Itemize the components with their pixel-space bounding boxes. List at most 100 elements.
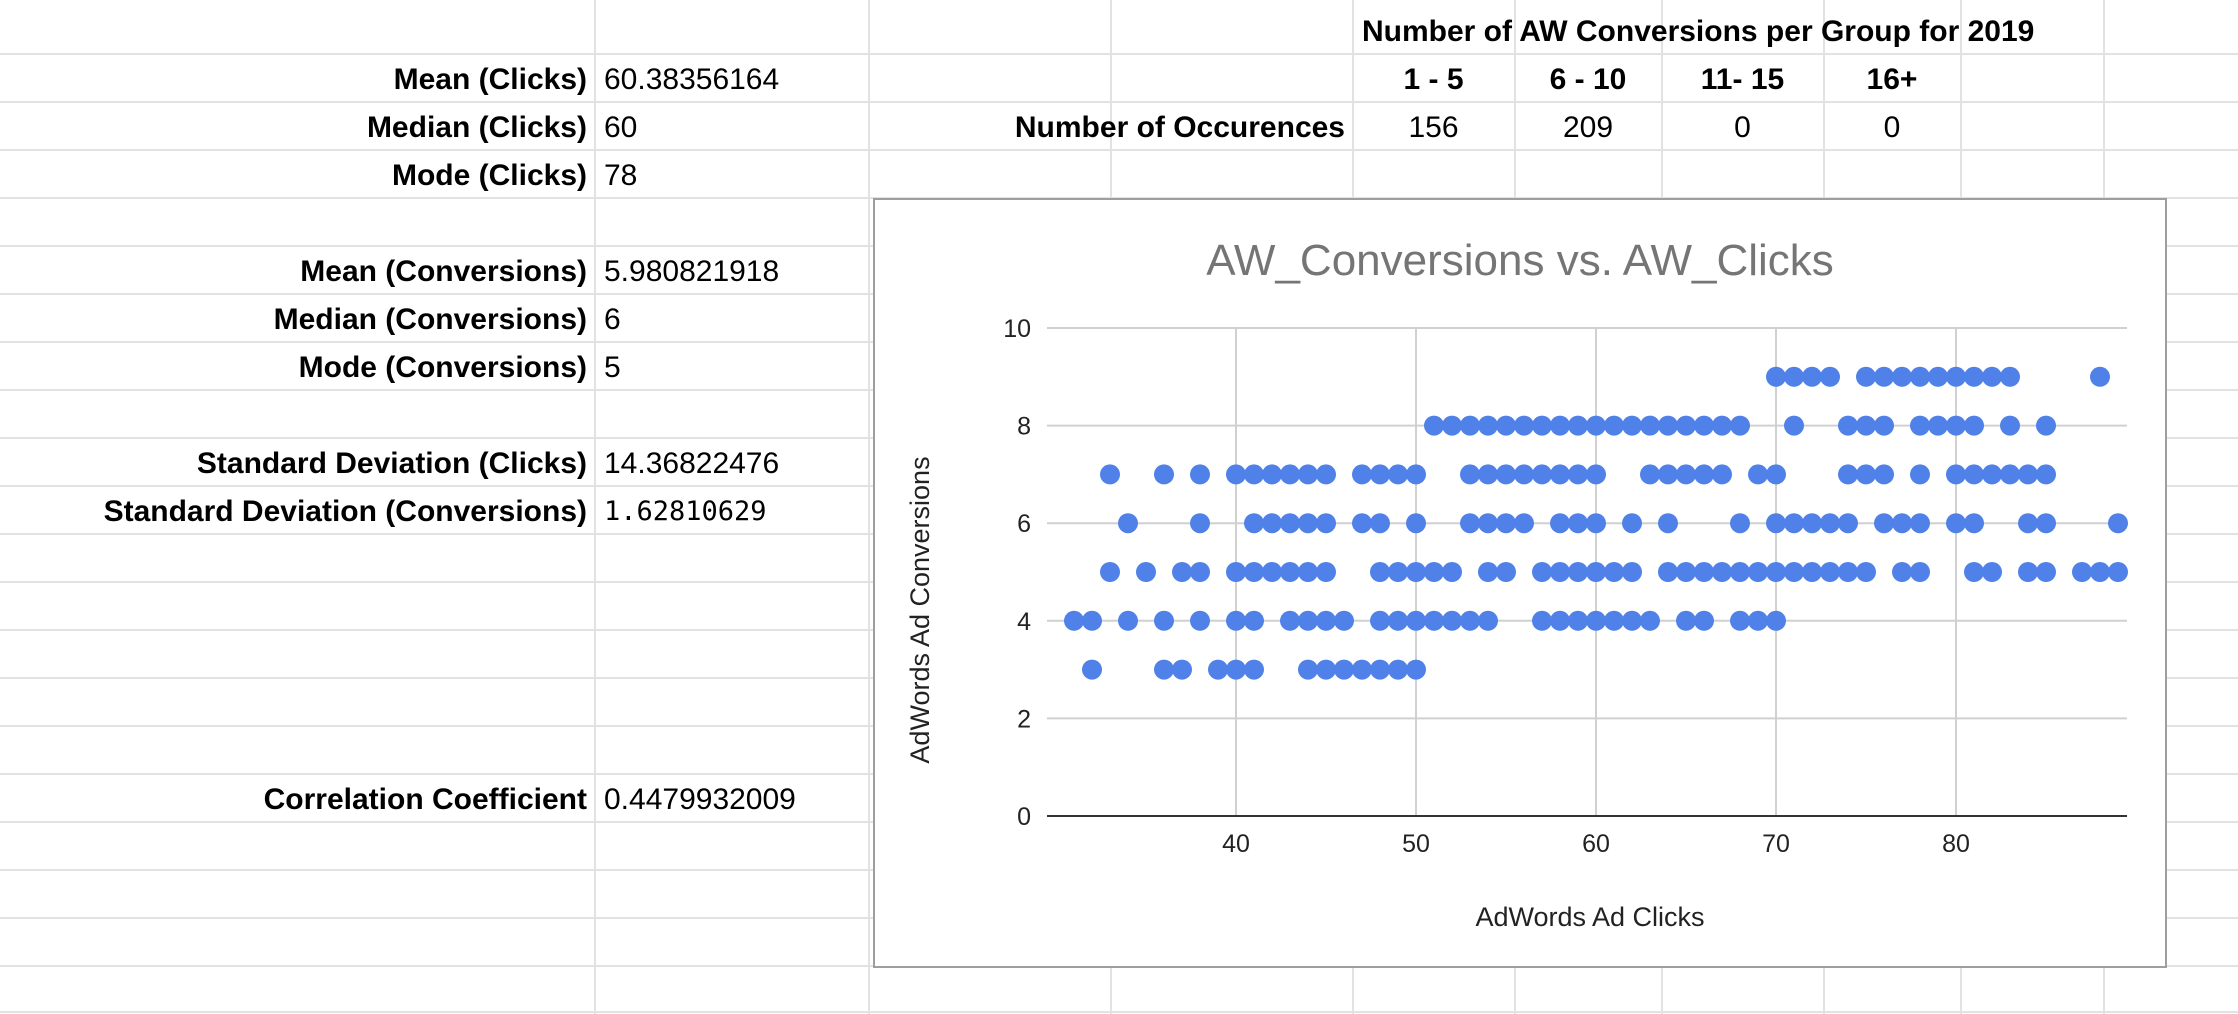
row-gridline	[0, 149, 2238, 151]
data-point	[1334, 610, 1354, 631]
data-point	[1784, 562, 1804, 582]
data-point	[1658, 513, 1678, 534]
data-point	[1568, 464, 1588, 485]
data-point	[1748, 562, 1768, 582]
data-point	[1964, 415, 1984, 436]
data-point	[1496, 513, 1516, 534]
data-point	[1658, 464, 1678, 485]
mean-clicks-value[interactable]: 60.38356164	[604, 63, 780, 96]
data-point	[1946, 513, 1966, 534]
data-point	[1100, 562, 1120, 582]
data-point	[1316, 464, 1336, 485]
y-tick-label: 4	[1017, 608, 1031, 636]
data-point	[2018, 464, 2038, 485]
data-point	[1226, 464, 1246, 485]
data-point	[1748, 610, 1768, 631]
occurrences-count-6-10[interactable]: 209	[1562, 111, 1614, 144]
correlation-coefficient-label[interactable]: Correlation Coefficient	[263, 783, 587, 816]
mode-clicks-label[interactable]: Mode (Clicks)	[391, 159, 587, 192]
data-point	[1118, 610, 1138, 631]
data-point	[1910, 464, 1930, 485]
data-point	[1946, 415, 1966, 436]
median-conversions-label[interactable]: Median (Conversions)	[273, 303, 587, 336]
group-header-6-10[interactable]: 6 - 10	[1549, 63, 1627, 96]
sd-clicks-value[interactable]: 14.36822476	[604, 447, 780, 480]
data-point	[1226, 562, 1246, 582]
data-point	[1910, 513, 1930, 534]
sd-conversions-label[interactable]: Standard Deviation (Conversions)	[103, 495, 587, 528]
data-point	[2090, 366, 2110, 387]
group-header-11-15[interactable]: 11- 15	[1700, 63, 1785, 96]
mean-clicks-label[interactable]: Mean (Clicks)	[393, 63, 587, 96]
mode-conversions-label[interactable]: Mode (Conversions)	[298, 351, 587, 384]
correlation-coefficient-value[interactable]: 0.4479932009	[604, 783, 796, 816]
data-point	[1442, 415, 1462, 436]
data-point	[1280, 562, 1300, 582]
data-point	[1694, 610, 1714, 631]
mode-conversions-value[interactable]: 5	[604, 351, 621, 384]
data-point	[1568, 562, 1588, 582]
data-point	[1784, 415, 1804, 436]
occurrences-count-1-5[interactable]: 156	[1408, 111, 1459, 144]
median-clicks-label[interactable]: Median (Clicks)	[366, 111, 587, 144]
data-point	[1928, 366, 1948, 387]
data-point	[1928, 415, 1948, 436]
data-point	[1550, 513, 1570, 534]
data-point	[1550, 562, 1570, 582]
groups-table-title[interactable]: Number of AW Conversions per Group for 2…	[1362, 15, 2035, 48]
data-point	[1622, 610, 1642, 631]
data-point	[2036, 415, 2056, 436]
data-point	[2018, 562, 2038, 582]
occurrences-row-label[interactable]: Number of Occurences	[1014, 111, 1345, 144]
data-point	[1676, 464, 1696, 485]
data-point	[1910, 366, 1930, 387]
data-point	[1460, 513, 1480, 534]
mean-conversions-label[interactable]: Mean (Conversions)	[300, 255, 587, 288]
mode-clicks-value[interactable]: 78	[604, 159, 638, 192]
scatter-chart[interactable]: AW_Conversions vs. AW_Clicks 0 2 4 6 8 10 40 50…	[873, 198, 2167, 968]
data-point	[1568, 513, 1588, 534]
sd-clicks-label[interactable]: Standard Deviation (Clicks)	[196, 447, 587, 480]
data-point	[1298, 610, 1318, 631]
data-point	[1190, 464, 1210, 485]
data-point	[2072, 562, 2092, 582]
data-point	[1622, 562, 1642, 582]
group-header-1-5[interactable]: 1 - 5	[1403, 63, 1464, 96]
data-point	[1964, 366, 1984, 387]
data-point	[1568, 415, 1588, 436]
occurrences-count-16-plus[interactable]: 0	[1883, 111, 1901, 144]
data-point	[1208, 659, 1228, 680]
data-point	[1262, 562, 1282, 582]
group-header-16-plus[interactable]: 16+	[1866, 63, 1918, 96]
scatter-chart-canvas: AW_Conversions vs. AW_Clicks 0 2 4 6 8 10 40 50…	[905, 236, 2128, 932]
data-point	[1982, 464, 2002, 485]
data-point	[1298, 659, 1318, 680]
data-point	[1856, 464, 1876, 485]
data-point	[1874, 513, 1894, 534]
y-axis-label: AdWords Ad Conversions	[905, 456, 935, 763]
data-point	[1820, 366, 1840, 387]
data-point	[1136, 562, 1156, 582]
data-point	[1586, 464, 1606, 485]
median-conversions-value[interactable]: 6	[604, 303, 621, 336]
data-point	[1352, 659, 1372, 680]
sd-conversions-value[interactable]: 1.62810629	[604, 496, 767, 527]
data-point	[1262, 513, 1282, 534]
data-point	[1244, 659, 1264, 680]
data-point	[1694, 415, 1714, 436]
data-point	[1604, 610, 1624, 631]
mean-conversions-value[interactable]: 5.980821918	[604, 255, 780, 288]
median-clicks-value[interactable]: 60	[604, 111, 638, 144]
data-point	[1766, 366, 1786, 387]
occurrences-count-11-15[interactable]: 0	[1734, 111, 1751, 144]
data-point	[1316, 610, 1336, 631]
data-point	[1676, 610, 1696, 631]
data-point	[1064, 610, 1084, 631]
data-point	[2018, 513, 2038, 534]
data-point	[1478, 415, 1498, 436]
data-point	[1604, 562, 1624, 582]
data-point	[1946, 464, 1966, 485]
x-axis-label: AdWords Ad Clicks	[1475, 902, 1704, 932]
data-point	[1766, 562, 1786, 582]
